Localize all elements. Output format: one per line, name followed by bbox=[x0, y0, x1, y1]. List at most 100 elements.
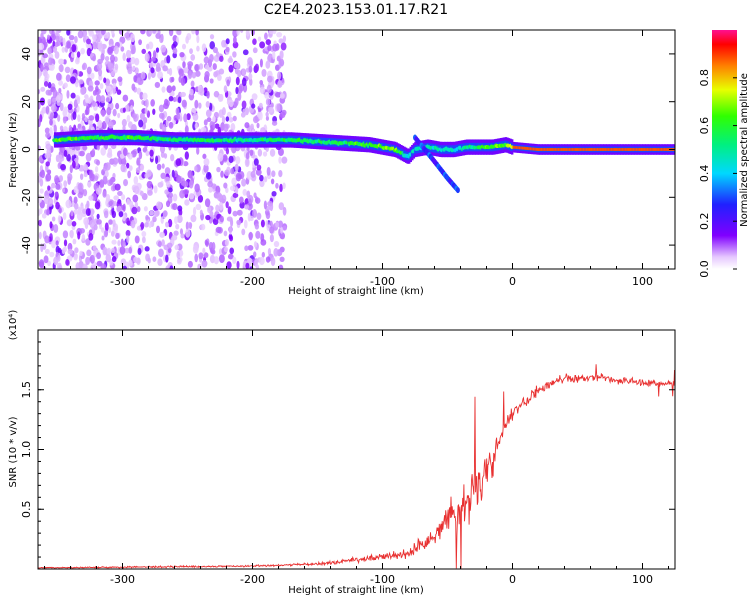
noise-cell bbox=[235, 172, 242, 182]
noise-cell bbox=[65, 199, 72, 209]
noise-cell bbox=[97, 42, 104, 52]
noise-cell bbox=[122, 241, 126, 248]
noise-cell bbox=[84, 97, 90, 104]
colorbar-gradient bbox=[712, 30, 737, 269]
noise-cell bbox=[248, 65, 253, 73]
noise-cell bbox=[95, 187, 102, 195]
noise-cell bbox=[215, 204, 220, 212]
noise-cell bbox=[156, 163, 162, 171]
noise-cell bbox=[176, 251, 180, 259]
noise-cell bbox=[112, 108, 117, 117]
noise-cell bbox=[122, 52, 126, 62]
noise-cell bbox=[267, 75, 273, 83]
ridge-core bbox=[573, 148, 576, 151]
noise-cell bbox=[158, 104, 165, 113]
noise-cell bbox=[71, 220, 77, 227]
noise-cell bbox=[235, 186, 239, 194]
noise-cell bbox=[55, 201, 60, 210]
noise-cell bbox=[45, 105, 50, 115]
noise-cell bbox=[175, 158, 182, 167]
noise-cell bbox=[187, 170, 193, 179]
ridge-core bbox=[560, 148, 564, 151]
noise-cell bbox=[212, 121, 216, 129]
noise-cell bbox=[79, 150, 85, 157]
noise-cell bbox=[213, 90, 220, 98]
noise-cell bbox=[238, 196, 244, 204]
noise-cell bbox=[241, 178, 247, 187]
noise-cell bbox=[46, 34, 51, 40]
noise-cell bbox=[175, 107, 180, 115]
noise-cell bbox=[203, 158, 210, 166]
ridge-core bbox=[531, 147, 534, 151]
noise-cell bbox=[38, 101, 41, 110]
noise-cell bbox=[82, 263, 88, 269]
ridge-core bbox=[592, 148, 595, 151]
noise-cell bbox=[181, 99, 187, 108]
noise-cell bbox=[245, 152, 250, 160]
noise-cell bbox=[121, 118, 127, 127]
noise-cell bbox=[181, 43, 187, 50]
noise-cell bbox=[62, 187, 66, 193]
ridge-core bbox=[574, 148, 578, 151]
noise-cell bbox=[45, 89, 52, 96]
noise-cell bbox=[140, 222, 145, 230]
noise-cell bbox=[126, 220, 131, 226]
noise-cell bbox=[271, 170, 276, 178]
noise-cell bbox=[70, 92, 76, 99]
noise-cell bbox=[38, 72, 41, 79]
noise-cell bbox=[228, 155, 234, 164]
noise-cell bbox=[122, 203, 126, 212]
noise-cell bbox=[180, 177, 186, 186]
noise-cell bbox=[117, 190, 123, 196]
ridge-core bbox=[609, 148, 612, 151]
noise-cell bbox=[70, 149, 76, 156]
noise-cell bbox=[116, 89, 122, 95]
ridge-core bbox=[598, 148, 601, 151]
ridge-core bbox=[620, 148, 623, 151]
ridge-core bbox=[660, 148, 664, 151]
noise-cell bbox=[115, 102, 120, 110]
colorbar: 0.0 0.2 0.4 0.6 0.8 Normalized spectral ampl… bbox=[698, 30, 750, 278]
ridge-core bbox=[518, 146, 522, 150]
noise-cell bbox=[82, 163, 89, 171]
noise-cell bbox=[212, 218, 219, 226]
noise-cell bbox=[201, 259, 208, 268]
noise-cell bbox=[83, 188, 88, 197]
noise-cell bbox=[278, 264, 284, 269]
noise-cell bbox=[83, 171, 88, 178]
noise-cell bbox=[130, 33, 135, 43]
noise-cell bbox=[161, 86, 166, 93]
noise-cell bbox=[194, 253, 199, 263]
noise-cell bbox=[180, 91, 186, 98]
noise-cell bbox=[225, 116, 230, 122]
noise-cell bbox=[162, 124, 167, 134]
noise-cell bbox=[280, 226, 284, 234]
noise-cell bbox=[89, 219, 95, 229]
noise-cell bbox=[278, 156, 282, 164]
noise-cell bbox=[38, 194, 43, 204]
noise-cell bbox=[242, 188, 247, 196]
noise-cell bbox=[62, 126, 68, 133]
noise-cell bbox=[124, 32, 131, 39]
noise-cell bbox=[122, 147, 128, 157]
noise-cell bbox=[223, 182, 228, 189]
noise-cell bbox=[255, 230, 261, 239]
noise-cell bbox=[226, 216, 233, 222]
ridge-core bbox=[523, 146, 526, 150]
noise-cell bbox=[279, 50, 284, 60]
noise-cell bbox=[266, 166, 271, 176]
noise-cell bbox=[99, 82, 104, 90]
noise-cell bbox=[253, 251, 257, 258]
noise-cell bbox=[73, 202, 79, 210]
noise-cell bbox=[100, 147, 106, 156]
ridge-core bbox=[549, 148, 553, 151]
noise-cell bbox=[196, 45, 200, 52]
noise-cell bbox=[168, 96, 174, 102]
noise-cell bbox=[84, 116, 88, 123]
noise-cell bbox=[69, 76, 76, 84]
ridge-core bbox=[632, 148, 636, 151]
ridge-core bbox=[612, 148, 615, 151]
noise-cell bbox=[233, 36, 237, 44]
noise-cell bbox=[111, 255, 117, 263]
